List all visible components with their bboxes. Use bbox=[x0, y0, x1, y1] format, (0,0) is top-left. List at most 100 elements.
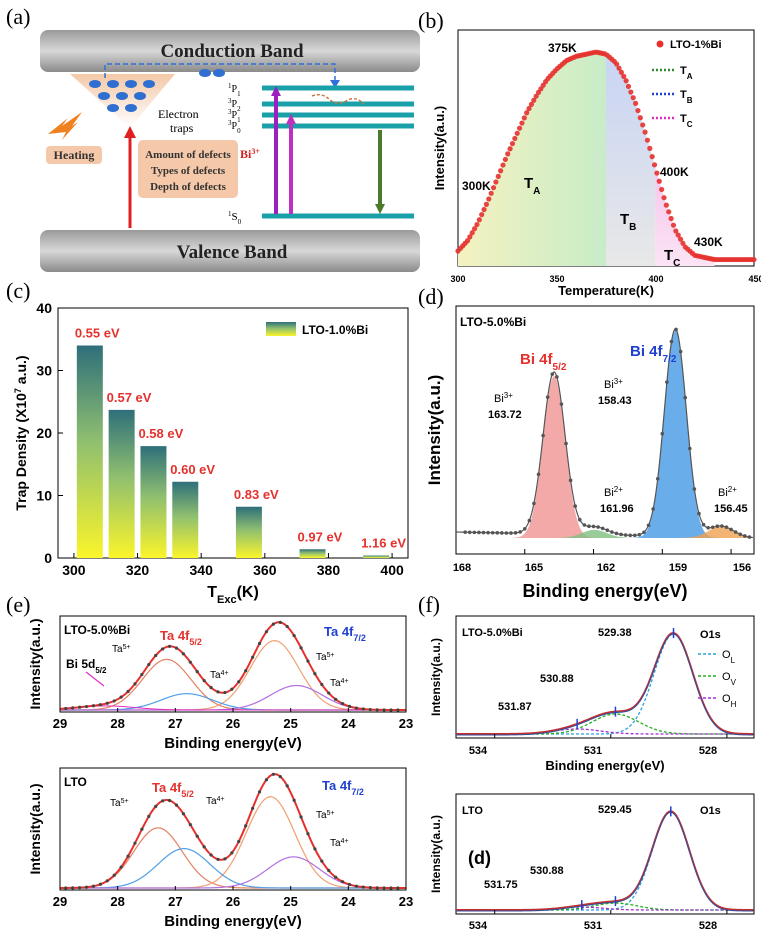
c-ytick-label: 30 bbox=[36, 363, 52, 379]
trap-bar bbox=[299, 549, 326, 558]
ta-xps-point bbox=[216, 857, 220, 861]
bi-xps-point bbox=[463, 530, 467, 534]
bi-xps-point bbox=[518, 530, 522, 534]
defect-amount-label: Amount of defects bbox=[145, 149, 231, 161]
e-xtick-label: 29 bbox=[53, 716, 67, 731]
bi-xps-point bbox=[467, 530, 472, 535]
ta-xps-point bbox=[306, 832, 310, 836]
e-xtick-label: 26 bbox=[226, 716, 240, 731]
f-top-xtick-531: 531 bbox=[584, 745, 602, 757]
ta-xps-point bbox=[361, 885, 365, 889]
panel-d-ylabel: Intensity(a.u.) bbox=[425, 375, 444, 486]
tl-data-point bbox=[474, 221, 480, 228]
panel-b-regions bbox=[458, 52, 715, 266]
e-xtick-label: 27 bbox=[168, 894, 182, 909]
panel-b-xtick-450: 450 bbox=[748, 274, 761, 284]
ta4-label-top-2: Ta4+ bbox=[330, 678, 349, 690]
e-xtick-label: 25 bbox=[283, 894, 297, 909]
trap-release-path bbox=[104, 63, 336, 82]
trap-bar bbox=[140, 446, 167, 558]
ta-xps-point bbox=[98, 703, 102, 707]
bi-xps-point bbox=[743, 534, 747, 538]
c-ytick-label: 0 bbox=[44, 550, 52, 566]
bi-xps-point bbox=[605, 528, 610, 533]
bi-xps-point bbox=[500, 531, 504, 535]
ta47-ta5-fit bbox=[60, 796, 406, 889]
bi-xps-point bbox=[660, 431, 665, 436]
panel-b-xtick-350: 350 bbox=[549, 274, 564, 284]
bi-xps-point bbox=[688, 446, 692, 451]
level-3p2: 3P2 bbox=[228, 97, 241, 113]
bi-xps-point bbox=[651, 507, 655, 511]
bi-xps-point bbox=[720, 524, 724, 528]
annot-val-158: 158.43 bbox=[598, 395, 632, 407]
ta-xps-point bbox=[244, 669, 248, 673]
ta-xps-point bbox=[84, 704, 89, 709]
trap-depth-label: 0.55 eV bbox=[75, 326, 120, 341]
f-bot-val-3: 531.75 bbox=[484, 879, 518, 891]
panel-a-label: (a) bbox=[6, 4, 30, 29]
tl-data-point bbox=[476, 217, 482, 223]
panel-f-label: (f) bbox=[418, 592, 440, 617]
bi-xps-point bbox=[522, 526, 527, 531]
e-xtick-label: 26 bbox=[226, 894, 240, 909]
bi-xps-point bbox=[587, 524, 591, 529]
ta-xps-point bbox=[133, 682, 137, 686]
tl-data-point bbox=[524, 110, 530, 116]
ta-xps-point bbox=[105, 879, 109, 883]
region-tb-label: TB bbox=[620, 211, 636, 233]
tl-data-point bbox=[644, 137, 651, 143]
panel-f-top-ylabel: Intensity(a.u.) bbox=[429, 638, 443, 716]
f-top-val-3: 531.87 bbox=[498, 701, 532, 713]
tl-data-point bbox=[464, 238, 471, 244]
annot-bi2-156: Bi2+ bbox=[718, 485, 737, 500]
ta-xps-point bbox=[354, 884, 359, 888]
panel-e-bottom-xticks: 29 28 27 26 25 24 23 bbox=[53, 886, 413, 909]
tl-data-point bbox=[668, 215, 674, 222]
region-ta-label: TA bbox=[524, 175, 540, 197]
ta-xps-point bbox=[368, 885, 372, 890]
bi-data-points bbox=[455, 327, 752, 554]
ta-xps-point bbox=[223, 857, 227, 861]
tl-data-point bbox=[498, 168, 504, 174]
ta-xps-point bbox=[299, 646, 303, 650]
bi-xps-point bbox=[747, 535, 752, 539]
annot-bi2-161: Bi2+ bbox=[604, 485, 623, 500]
bi5d-label: Bi 5d5/2 bbox=[66, 657, 107, 675]
ta-xps-point bbox=[195, 834, 199, 838]
panel-f-top-curves bbox=[456, 628, 754, 738]
tl-data-point bbox=[488, 190, 494, 196]
tl-data-point bbox=[516, 125, 523, 131]
ta-xps-point bbox=[140, 672, 144, 677]
bi-xps-point bbox=[559, 402, 564, 406]
tl-data-point bbox=[481, 206, 487, 213]
trap-depth-label: 0.57 eV bbox=[107, 390, 152, 405]
ta-xps-point bbox=[382, 708, 386, 712]
ta-xps-point bbox=[216, 690, 220, 694]
bi-xps-point bbox=[573, 504, 577, 508]
panel-e-top-ylabel: Intensity(a.u.) bbox=[27, 618, 43, 709]
tl-data-point bbox=[514, 130, 520, 136]
tl-data-point bbox=[479, 212, 485, 218]
ta-xps-point bbox=[202, 845, 206, 849]
bi-xps-point bbox=[600, 526, 605, 531]
ta-xps-point bbox=[181, 812, 186, 816]
ta-xps-point bbox=[140, 827, 144, 831]
bi-xps-point bbox=[623, 533, 628, 537]
legend-ol-label: OL bbox=[722, 649, 736, 665]
panel-f-top-frame bbox=[455, 615, 755, 739]
ta-xps-point bbox=[71, 706, 75, 710]
c-xtick-label: 340 bbox=[190, 562, 214, 578]
ta-xps-point bbox=[292, 634, 296, 638]
tl-data-point bbox=[661, 195, 667, 201]
ol-fit bbox=[456, 810, 754, 911]
f-top-val-2: 530.88 bbox=[540, 673, 574, 685]
panel-f-bottom-sample: LTO bbox=[462, 805, 483, 817]
bi-xps-point bbox=[532, 501, 536, 506]
ta-xps-point bbox=[91, 884, 96, 888]
defect-types-label: Types of defects bbox=[151, 165, 226, 177]
panel-b-xlabel: Temperature(K) bbox=[558, 283, 654, 298]
defects-box bbox=[138, 140, 238, 198]
c-xtick-label: 380 bbox=[317, 562, 341, 578]
tl-data-point bbox=[471, 226, 478, 232]
